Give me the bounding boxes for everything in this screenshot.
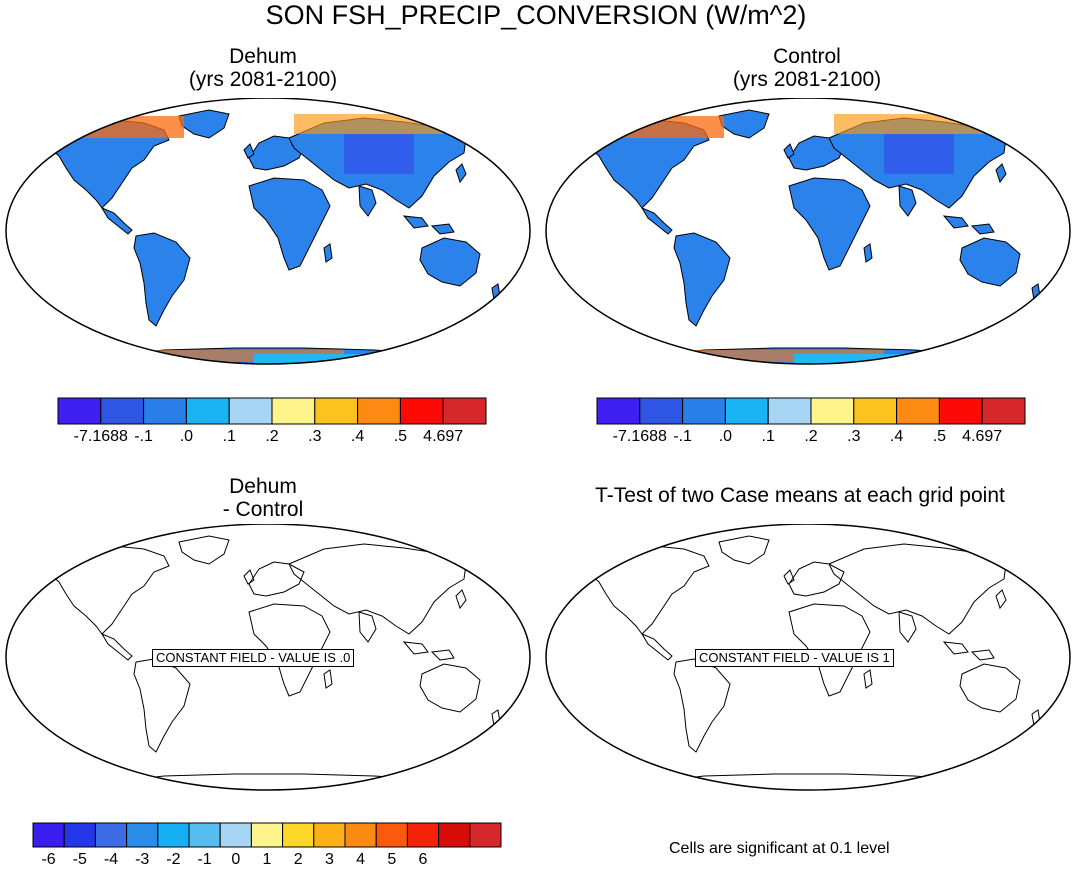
panel-title-difference: Dehum - Control: [222, 475, 304, 521]
colorbar-tick-label: -6: [41, 851, 56, 868]
colorbar-tick-label: -.1: [673, 428, 692, 445]
colorbar-tick-label: .3: [308, 428, 322, 445]
colorbar-tick-label: .4: [889, 428, 904, 445]
colorbar-swatch: [185, 397, 230, 425]
colorbar-swatch: [188, 822, 221, 848]
colorbar-swatch: [938, 397, 983, 425]
colorbar-dehum: [57, 397, 487, 425]
colorbar-swatch: [57, 397, 102, 425]
colorbar-tick-label: 4.697: [962, 428, 1003, 445]
constant-field-label-difference: CONSTANT FIELD - VALUE IS .0: [152, 649, 355, 667]
colorbar-swatch: [282, 822, 315, 848]
colorbar-tick-label: 2: [293, 851, 303, 868]
significance-note: Cells are significant at 0.1 level: [669, 840, 890, 857]
colorbar-tick-label: .5: [932, 428, 947, 445]
colorbar-swatch: [981, 397, 1026, 425]
colorbar-swatch: [63, 822, 96, 848]
colorbar-swatch: [469, 822, 502, 848]
colorbar-swatch: [639, 397, 684, 425]
colorbar-tick-label: -7.1688: [73, 428, 128, 445]
colorbar-swatch: [399, 397, 444, 425]
colorbar-tick-label: .1: [222, 428, 236, 445]
colorbar-swatch: [314, 397, 359, 425]
colorbar-swatch: [357, 397, 401, 425]
colorbar-swatch: [94, 822, 128, 848]
colorbar-tick-label: .0: [718, 428, 733, 445]
colorbar-swatch: [126, 822, 159, 848]
colorbar-tick-label: -4: [103, 851, 119, 868]
colorbar-tick-label: -.1: [134, 428, 153, 445]
colorbar-tick-label: -2: [166, 851, 181, 868]
colorbar-tick-label: 6: [418, 851, 428, 868]
colorbar-swatch: [271, 397, 316, 425]
colorbar-swatch: [157, 822, 190, 848]
colorbar-control: [596, 397, 1026, 425]
colorbar-tick-label: .1: [761, 428, 775, 445]
colorbar-swatch: [100, 397, 145, 425]
colorbar-swatch: [767, 397, 812, 425]
colorbar-tick-label: -5: [72, 851, 87, 868]
colorbar-swatch: [438, 822, 471, 848]
colorbar-tick-label: 0: [231, 851, 241, 868]
colorbar-tick-label: 1: [262, 851, 272, 868]
panel-title-control: Control (yrs 2081-2100): [732, 45, 882, 91]
colorbar-swatch: [143, 397, 187, 425]
colorbar-swatch: [406, 822, 440, 848]
colorbar-swatch: [442, 397, 487, 425]
colorbar-tick-label: .5: [393, 428, 408, 445]
colorbar-tick-label: .3: [847, 428, 861, 445]
map-dehum: [5, 98, 531, 365]
panel-title-dehum: Dehum (yrs 2081-2100): [188, 45, 338, 91]
colorbar-swatch: [313, 822, 346, 848]
panel-title-ttest: T-Test of two Case means at each grid po…: [595, 484, 1005, 507]
colorbar-tick-label: .4: [350, 428, 365, 445]
colorbar-tick-label: .2: [804, 428, 818, 445]
colorbar-swatch: [724, 397, 769, 425]
main-title: SON FSH_PRECIP_CONVERSION (W/m^2): [265, 0, 807, 30]
colorbar-tick-label: -7.1688: [612, 428, 667, 445]
colorbar-tick-label: -3: [135, 851, 150, 868]
colorbar-swatch: [344, 822, 377, 848]
colorbar-tick-label: .0: [179, 428, 194, 445]
colorbar-tick-label: 3: [324, 851, 334, 868]
colorbar-swatch: [853, 397, 898, 425]
colorbar-swatch: [375, 822, 408, 848]
colorbar-difference: [32, 822, 502, 848]
colorbar-tick-label: .2: [265, 428, 279, 445]
constant-field-label-ttest: CONSTANT FIELD - VALUE IS 1: [695, 649, 894, 667]
colorbar-swatch: [810, 397, 855, 425]
colorbar-tick-label: -1: [197, 851, 212, 868]
colorbar-tick-label: 4.697: [423, 428, 464, 445]
colorbar-swatch: [250, 822, 284, 848]
colorbar-swatch: [32, 822, 65, 848]
colorbar-swatch: [596, 397, 641, 425]
colorbar-tick-label: 5: [387, 851, 397, 868]
colorbar-tick-label: 4: [356, 851, 366, 868]
map-control: [545, 98, 1071, 365]
colorbar-swatch: [682, 397, 726, 425]
colorbar-swatch: [896, 397, 940, 425]
colorbar-swatch: [219, 822, 252, 848]
colorbar-swatch: [228, 397, 273, 425]
